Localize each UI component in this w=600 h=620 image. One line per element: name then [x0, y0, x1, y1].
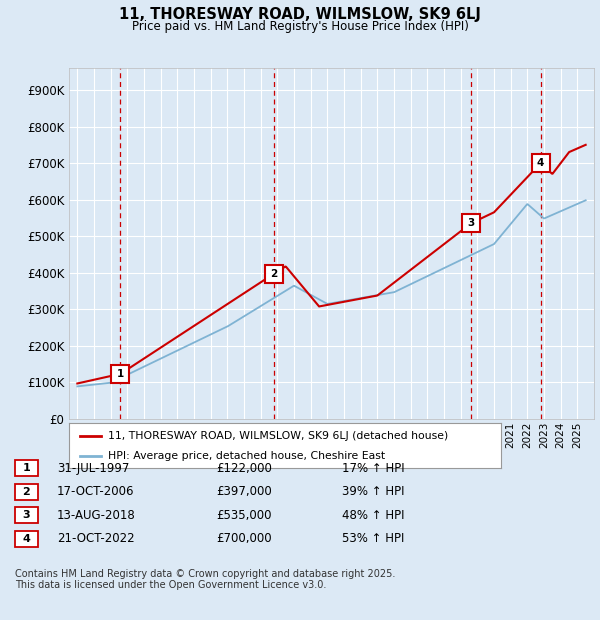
Text: 17% ↑ HPI: 17% ↑ HPI: [342, 462, 404, 474]
Text: Contains HM Land Registry data © Crown copyright and database right 2025.: Contains HM Land Registry data © Crown c…: [15, 569, 395, 579]
Text: £122,000: £122,000: [216, 462, 272, 474]
Text: 48% ↑ HPI: 48% ↑ HPI: [342, 509, 404, 521]
Text: 1: 1: [23, 463, 30, 473]
Text: 13-AUG-2018: 13-AUG-2018: [57, 509, 136, 521]
Text: 11, THORESWAY ROAD, WILMSLOW, SK9 6LJ (detached house): 11, THORESWAY ROAD, WILMSLOW, SK9 6LJ (d…: [108, 430, 448, 441]
Text: 11, THORESWAY ROAD, WILMSLOW, SK9 6LJ: 11, THORESWAY ROAD, WILMSLOW, SK9 6LJ: [119, 7, 481, 22]
Text: £700,000: £700,000: [216, 533, 272, 545]
Text: 39% ↑ HPI: 39% ↑ HPI: [342, 485, 404, 498]
Text: 3: 3: [467, 218, 475, 228]
Text: 21-OCT-2022: 21-OCT-2022: [57, 533, 134, 545]
Text: Price paid vs. HM Land Registry's House Price Index (HPI): Price paid vs. HM Land Registry's House …: [131, 20, 469, 33]
Text: 1: 1: [117, 369, 124, 379]
Text: 31-JUL-1997: 31-JUL-1997: [57, 462, 130, 474]
Text: 4: 4: [22, 534, 31, 544]
Text: £397,000: £397,000: [216, 485, 272, 498]
Text: £535,000: £535,000: [216, 509, 271, 521]
Text: This data is licensed under the Open Government Licence v3.0.: This data is licensed under the Open Gov…: [15, 580, 326, 590]
Text: 2: 2: [270, 268, 277, 278]
Text: HPI: Average price, detached house, Cheshire East: HPI: Average price, detached house, Ches…: [108, 451, 385, 461]
Text: 3: 3: [23, 510, 30, 520]
Text: 4: 4: [537, 158, 544, 168]
Text: 2: 2: [23, 487, 30, 497]
Text: 17-OCT-2006: 17-OCT-2006: [57, 485, 134, 498]
Text: 53% ↑ HPI: 53% ↑ HPI: [342, 533, 404, 545]
